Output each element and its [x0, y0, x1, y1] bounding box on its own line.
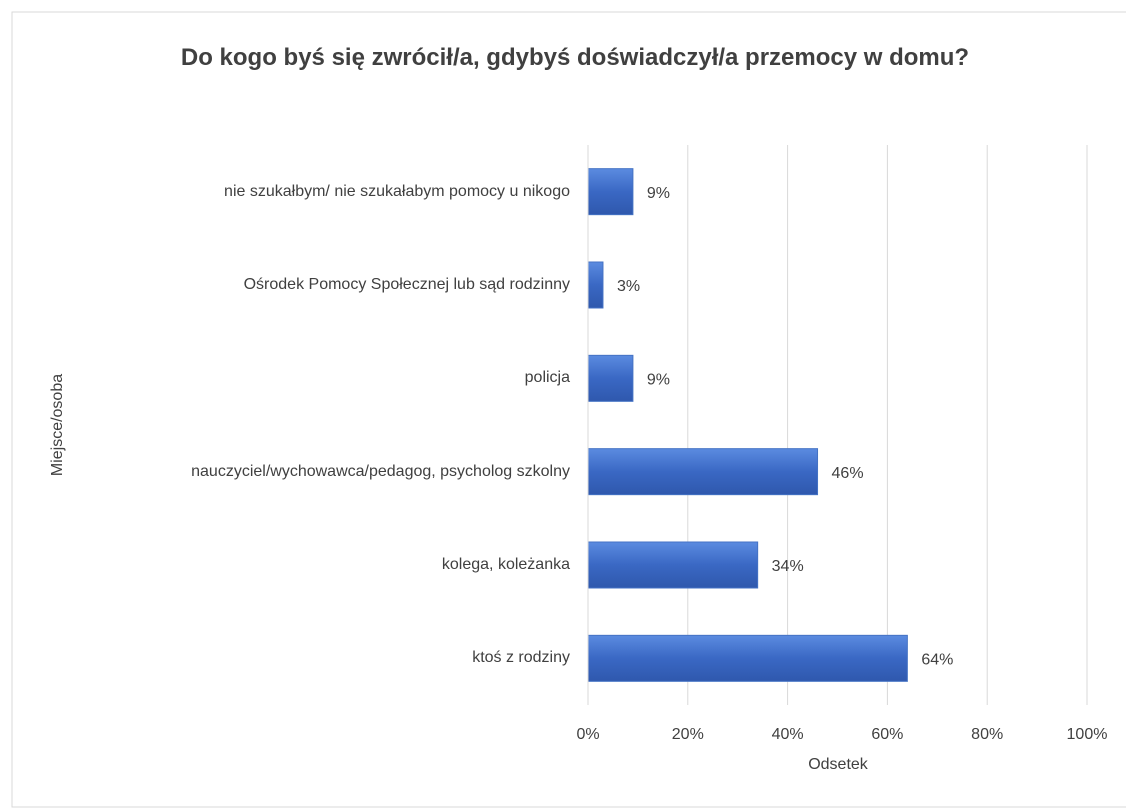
y-tick-label: nauczyciel/wychowawca/pedagog, psycholog… [191, 462, 570, 480]
y-tick-label: policja [524, 369, 570, 387]
x-tick-label: 100% [1067, 726, 1108, 743]
bar [587, 448, 819, 496]
x-axis-label: Odsetek [808, 756, 869, 773]
chart-border [11, 11, 1126, 808]
data-label: 64% [921, 652, 953, 669]
data-label: 9% [647, 185, 670, 202]
x-tick-label: 60% [871, 726, 903, 743]
bar [587, 541, 759, 589]
bar [587, 354, 634, 402]
y-tick-label: nie szukałbym/ nie szukałabym pomocy u n… [224, 182, 570, 200]
bar [587, 261, 604, 309]
chart-title: Do kogo byś się zwrócił/a, gdybyś doświa… [180, 44, 970, 71]
x-tick-label: 0% [576, 726, 599, 743]
bar [587, 634, 908, 682]
data-label: 34% [772, 558, 804, 575]
x-tick-label: 80% [971, 726, 1003, 743]
bar [587, 168, 634, 216]
data-label: 46% [832, 465, 864, 482]
x-tick-label: 20% [672, 726, 704, 743]
y-axis-label: Miejsce/osoba [49, 374, 66, 476]
x-tick-label: 40% [772, 726, 804, 743]
y-tick-label: Ośrodek Pomocy Społecznej lub sąd rodzin… [243, 276, 570, 293]
data-label: 3% [617, 278, 640, 295]
y-tick-label: ktoś z rodziny [472, 649, 570, 667]
y-tick-label: kolega, koleżanka [441, 556, 570, 573]
data-label: 9% [647, 372, 670, 389]
